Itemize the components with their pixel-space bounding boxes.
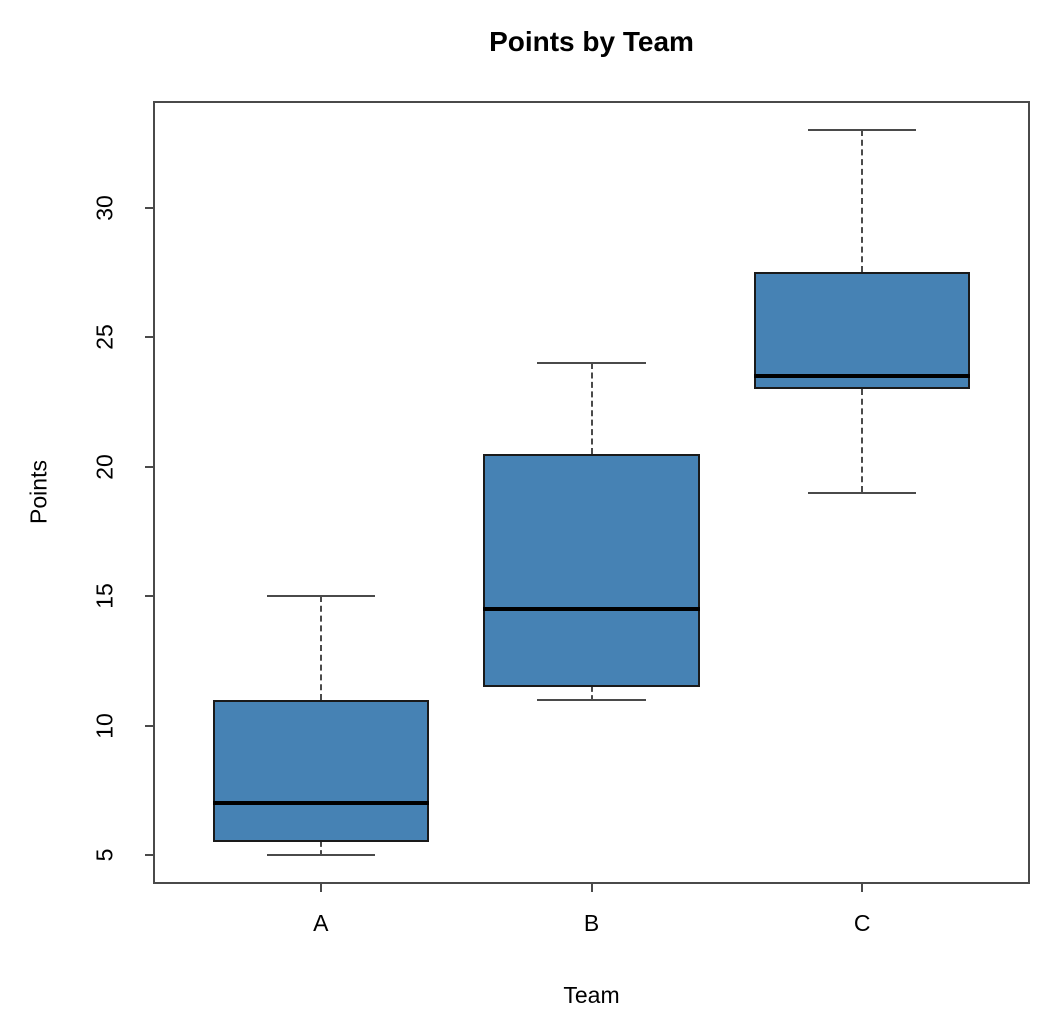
x-axis-tick: [590, 884, 593, 892]
y-tick-label: 5: [91, 848, 118, 862]
y-tick-label: 30: [91, 194, 118, 221]
whisker-upper-A: [319, 596, 322, 700]
whisker-upper-B: [590, 363, 593, 454]
whisker-upper-C: [861, 130, 864, 273]
y-axis-tick: [145, 854, 153, 856]
x-axis-label: Team: [563, 982, 620, 1008]
y-axis-tick: [145, 595, 153, 598]
whisker-lower-C: [861, 388, 864, 493]
y-axis-tick: [145, 465, 153, 468]
y-tick-label: 20: [91, 453, 118, 480]
whisker-lower-B: [590, 686, 593, 700]
median-C: [753, 373, 971, 378]
whisker-cap-low-C: [808, 491, 917, 494]
whisker-cap-low-A: [266, 854, 375, 856]
whisker-cap-high-C: [808, 129, 917, 131]
whisker-cap-high-B: [537, 362, 646, 365]
y-tick-label: 25: [91, 324, 118, 350]
y-axis-tick: [145, 724, 153, 727]
x-axis-tick: [861, 884, 864, 892]
y-tick-label: 15: [91, 583, 118, 609]
median-B: [483, 607, 700, 612]
y-axis-label: Points: [25, 460, 52, 524]
x-axis-tick: [319, 884, 322, 892]
box-B: [483, 453, 700, 687]
whisker-cap-low-B: [537, 698, 646, 701]
y-axis-tick: [145, 336, 153, 339]
x-tick-label: A: [313, 910, 329, 936]
box-C: [753, 272, 971, 389]
median-A: [212, 801, 430, 806]
x-tick-label: C: [853, 910, 871, 936]
y-axis-tick: [145, 206, 153, 209]
whisker-cap-high-A: [266, 595, 375, 598]
chart-title: Points by Team: [489, 26, 694, 57]
x-tick-label: B: [583, 910, 600, 936]
box-A: [212, 699, 430, 843]
y-tick-label: 10: [91, 712, 118, 739]
whisker-lower-A: [319, 842, 322, 855]
